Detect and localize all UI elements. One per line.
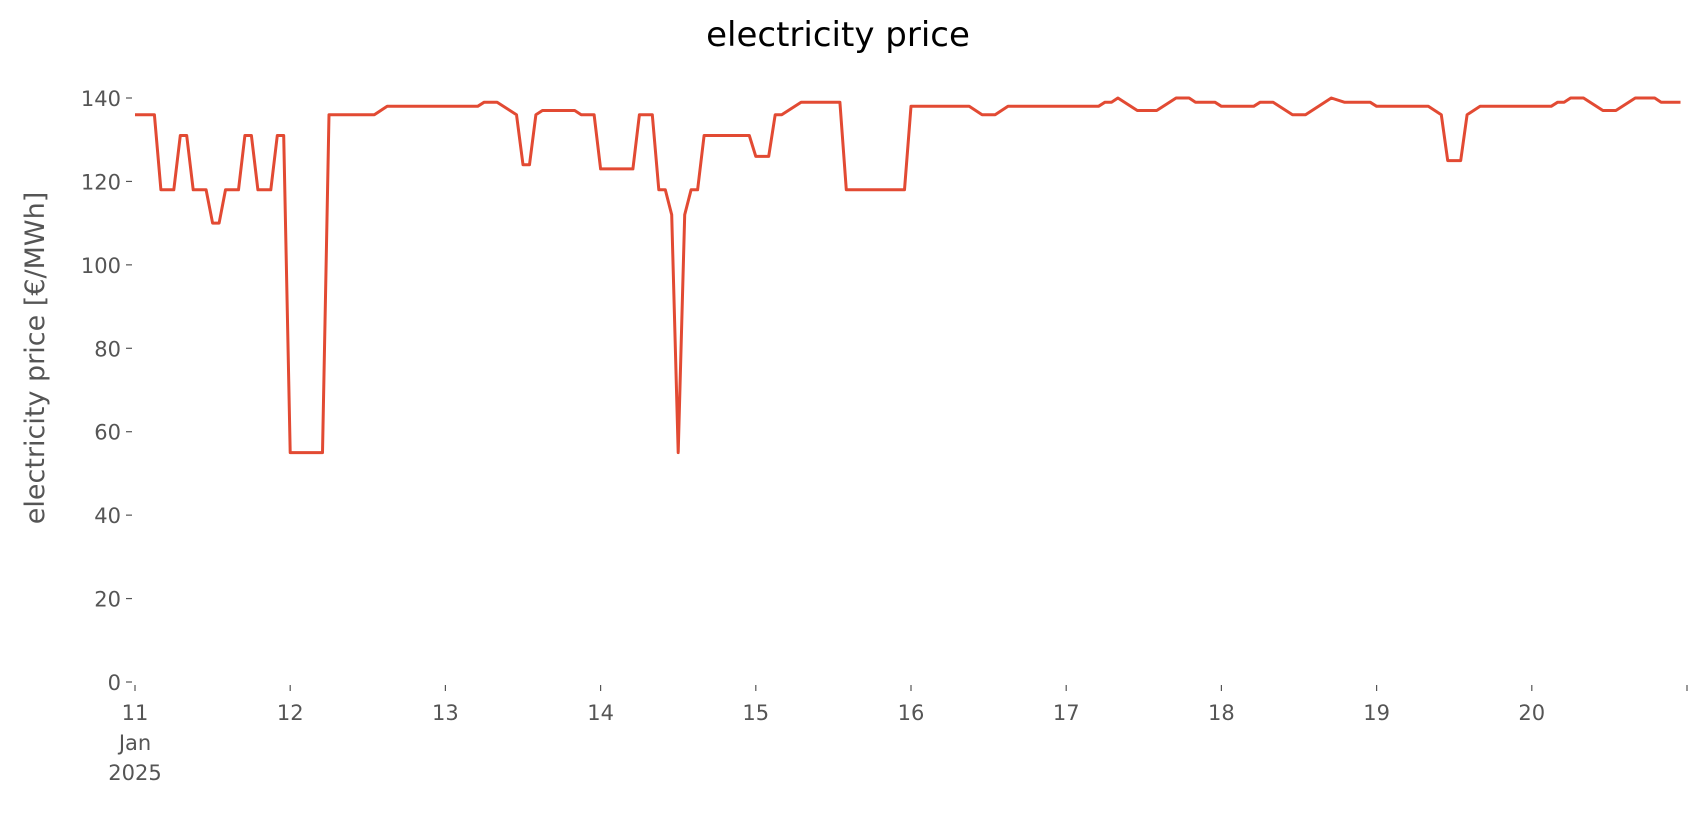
y-tick-label: 20	[94, 588, 121, 612]
y-tick-label: 0	[108, 671, 121, 695]
chart-title: electricity price	[706, 15, 970, 55]
y-tick-label: 120	[81, 170, 121, 194]
x-tick-label: 18	[1208, 701, 1235, 725]
y-tick-label: 40	[94, 504, 121, 528]
y-axis-label: electricity price [€/MWh]	[20, 192, 51, 524]
x-tick-label-line: 11	[122, 701, 149, 725]
x-tick-label: 19	[1363, 701, 1390, 725]
x-tick-label: 20	[1518, 701, 1545, 725]
x-tick-label: 16	[898, 701, 925, 725]
x-tick-label-line: 2025	[108, 761, 161, 785]
price-line	[135, 96, 1681, 455]
y-tick-label: 100	[81, 254, 121, 278]
y-tick-label: 80	[94, 337, 121, 361]
y-tick-label: 140	[81, 87, 121, 111]
y-tick-label: 60	[94, 421, 121, 445]
x-tick-label: 14	[587, 701, 614, 725]
x-tick-label: 17	[1053, 701, 1080, 725]
x-tick-label: 15	[742, 701, 769, 725]
x-tick-label-line: Jan	[117, 731, 151, 755]
x-tick-label: 12	[277, 701, 304, 725]
x-tick-label: 11 Jan 2025	[108, 701, 161, 785]
x-tick-label: 13	[432, 701, 459, 725]
